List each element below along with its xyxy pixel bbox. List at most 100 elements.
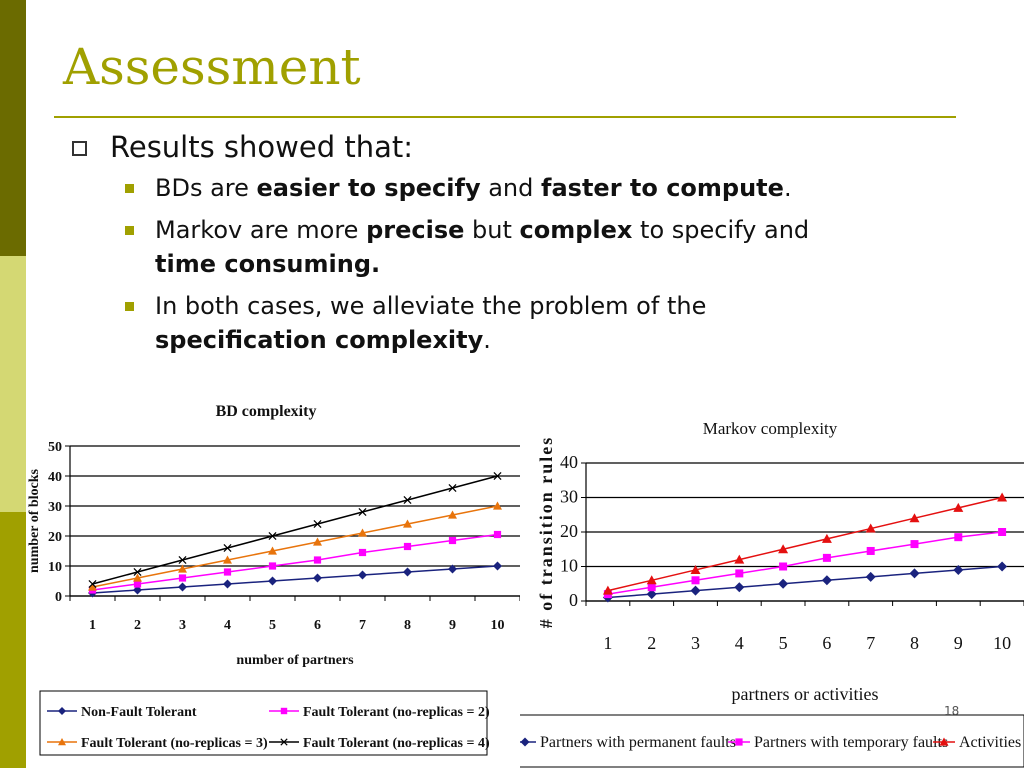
square-bullet-icon bbox=[125, 226, 134, 235]
legend-marker bbox=[280, 707, 288, 715]
x-tick-label: 1 bbox=[89, 618, 96, 633]
series-line bbox=[607, 531, 1003, 595]
decor-bar-top bbox=[0, 0, 26, 256]
y-tick-label: 10 bbox=[48, 560, 62, 575]
marker-stroke bbox=[358, 507, 367, 517]
marker-stroke bbox=[403, 495, 412, 505]
data-point bbox=[88, 579, 97, 589]
data-point bbox=[448, 564, 457, 574]
text: . bbox=[783, 174, 792, 202]
y-tick-label: 40 bbox=[560, 452, 578, 472]
data-point bbox=[778, 578, 789, 589]
data-point bbox=[403, 519, 412, 528]
x-tick-label: 2 bbox=[647, 633, 656, 653]
data-point bbox=[223, 543, 232, 553]
data-point bbox=[646, 575, 657, 585]
data-point bbox=[493, 471, 502, 481]
legend-label: Fault Tolerant (no-replicas = 4) bbox=[303, 736, 490, 751]
data-point bbox=[403, 542, 412, 551]
data-point bbox=[223, 579, 232, 589]
y-tick-label: 0 bbox=[569, 590, 578, 610]
x-tick-label: 6 bbox=[314, 618, 321, 633]
data-point bbox=[997, 561, 1008, 572]
data-point bbox=[403, 567, 412, 577]
data-point bbox=[909, 568, 920, 579]
data-point bbox=[88, 582, 97, 591]
data-point bbox=[268, 546, 277, 555]
marker-stroke bbox=[280, 738, 288, 746]
series-line bbox=[607, 496, 1003, 592]
series-line bbox=[92, 533, 498, 591]
markov-complexity-chart: Markov complexity 0 10 20 30 40 1 2 3 4 5 6 7 8 9 10 par… bbox=[520, 419, 1024, 768]
page-number: 18 bbox=[944, 704, 960, 718]
y-axis-title: # of transition rules bbox=[536, 436, 556, 629]
x-tick-label: 6 bbox=[822, 633, 831, 653]
marker-stroke bbox=[178, 555, 187, 565]
marker-stroke bbox=[133, 567, 142, 577]
data-point bbox=[953, 564, 964, 575]
data-point bbox=[954, 533, 963, 542]
data-point bbox=[953, 502, 964, 512]
chart-title: Markov complexity bbox=[703, 419, 838, 438]
legend-label: Fault Tolerant (no-replicas = 2) bbox=[303, 705, 490, 720]
x-tick-label: 10 bbox=[491, 618, 505, 633]
decor-bar-bottom bbox=[0, 512, 26, 768]
data-point bbox=[778, 544, 789, 554]
data-point bbox=[647, 583, 656, 592]
x-tick-label: 8 bbox=[404, 618, 411, 633]
x-tick-label: 2 bbox=[134, 618, 141, 633]
legend-label: Partners with permanent faults bbox=[540, 734, 736, 751]
data-point bbox=[646, 589, 657, 600]
text: In both cases, we alleviate the problem … bbox=[155, 292, 707, 320]
x-axis-title: number of partners bbox=[236, 653, 354, 668]
data-point bbox=[133, 585, 142, 595]
series-line bbox=[92, 565, 498, 594]
y-tick-label: 30 bbox=[48, 500, 62, 515]
y-tick-label: 40 bbox=[48, 470, 62, 485]
legend-label: Activities bbox=[959, 734, 1021, 751]
bold-text: specification complexity bbox=[155, 326, 484, 354]
x-tick-label: 4 bbox=[735, 633, 744, 653]
data-point bbox=[997, 492, 1008, 502]
bold-text: faster to compute bbox=[541, 174, 784, 202]
legend-marker bbox=[280, 738, 288, 746]
legend-box bbox=[520, 714, 1024, 768]
chart-title: BD complexity bbox=[216, 403, 317, 420]
y-tick-label: 30 bbox=[560, 487, 578, 507]
marker-stroke bbox=[493, 471, 502, 481]
data-point bbox=[735, 569, 744, 578]
marker-stroke bbox=[448, 483, 457, 493]
legend-marker bbox=[58, 707, 66, 715]
data-point bbox=[403, 495, 412, 505]
data-point bbox=[358, 507, 367, 517]
data-point bbox=[866, 546, 875, 555]
data-point bbox=[268, 576, 277, 586]
legend-label: Partners with temporary faults bbox=[754, 734, 948, 751]
data-point bbox=[358, 570, 367, 580]
marker-stroke bbox=[313, 519, 322, 529]
legend-marker bbox=[58, 738, 66, 746]
text: Markov are more bbox=[155, 216, 367, 244]
bullet-main-text: Results showed that: bbox=[110, 130, 414, 164]
data-point bbox=[821, 533, 832, 543]
data-point bbox=[691, 576, 700, 585]
series-line bbox=[92, 505, 498, 588]
data-point bbox=[223, 555, 232, 564]
decor-bar-middle bbox=[0, 256, 26, 512]
text: to specify and bbox=[632, 216, 810, 244]
y-tick-label: 0 bbox=[55, 590, 62, 605]
bold-text: easier to specify bbox=[256, 174, 481, 202]
data-point bbox=[313, 556, 322, 564]
legend-marker bbox=[939, 737, 949, 746]
bold-text: precise bbox=[366, 216, 465, 244]
data-point bbox=[448, 483, 457, 493]
square-bullet-icon bbox=[125, 184, 134, 193]
y-tick-label: 20 bbox=[560, 521, 578, 541]
data-point bbox=[268, 531, 277, 541]
data-point bbox=[178, 555, 187, 565]
data-point bbox=[690, 564, 701, 574]
data-point bbox=[602, 585, 613, 595]
data-point bbox=[448, 510, 457, 519]
x-tick-label: 5 bbox=[269, 618, 276, 633]
x-tick-label: 5 bbox=[779, 633, 788, 653]
